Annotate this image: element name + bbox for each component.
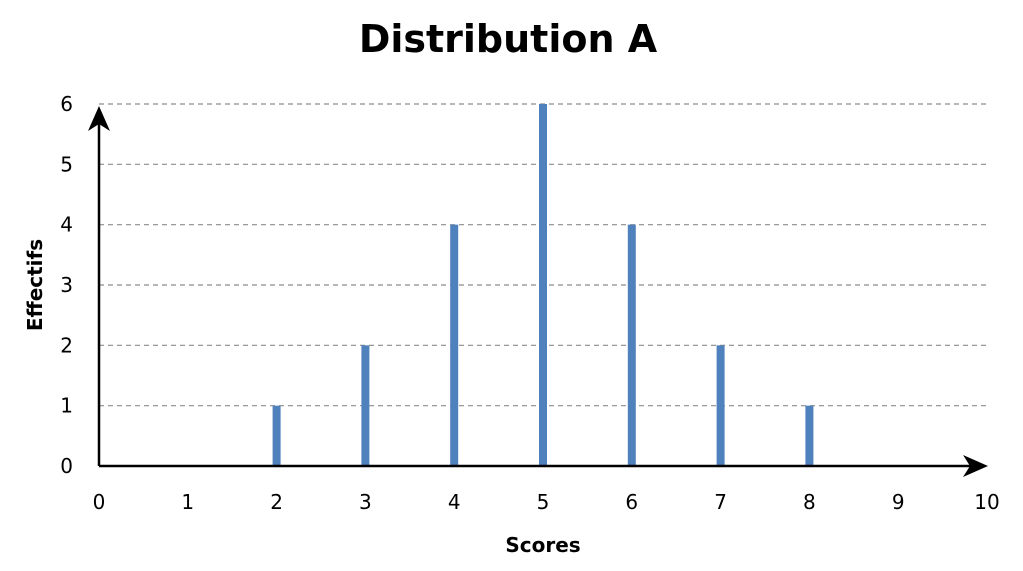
y-tick-labels: 0 1 2 3 4 5 6 (60, 92, 73, 478)
y-tick-label-5: 5 (60, 152, 73, 176)
x-tick-label-4: 4 (448, 490, 461, 514)
bar-6 (627, 224, 636, 466)
bar-8 (805, 405, 814, 466)
y-tick-label-2: 2 (60, 333, 73, 357)
y-tick-label-0: 0 (60, 454, 73, 478)
x-tick-label-2: 2 (270, 490, 283, 514)
x-axis-arrow-icon (963, 455, 988, 477)
x-tick-label-10: 10 (974, 490, 999, 514)
y-tick-label-3: 3 (60, 273, 73, 297)
x-tick-label-6: 6 (625, 490, 638, 514)
bar-4 (450, 224, 459, 466)
y-tick-label-6: 6 (60, 92, 73, 116)
x-tick-label-5: 5 (537, 490, 550, 514)
bar-5 (539, 104, 547, 466)
x-tick-label-8: 8 (803, 490, 816, 514)
y-tick-label-4: 4 (60, 213, 73, 237)
bars (272, 104, 814, 466)
axes (88, 106, 988, 477)
x-tick-labels: 0 1 2 3 4 5 6 7 8 9 10 (93, 490, 1000, 514)
x-axis-title: Scores (505, 533, 580, 557)
x-tick-label-9: 9 (892, 490, 905, 514)
y-axis-title: Effectifs (23, 239, 47, 331)
y-tick-label-1: 1 (60, 394, 73, 418)
bar-7 (716, 345, 725, 466)
bar-2 (272, 405, 281, 466)
x-tick-label-3: 3 (359, 490, 372, 514)
chart-title: Distribution A (359, 17, 658, 61)
x-tick-label-0: 0 (93, 490, 106, 514)
y-axis-arrow-icon (88, 106, 110, 131)
bar-3 (361, 345, 370, 466)
x-tick-label-1: 1 (181, 490, 194, 514)
x-tick-label-7: 7 (714, 490, 727, 514)
